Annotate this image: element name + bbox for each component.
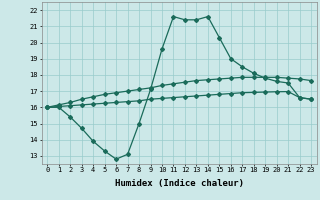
X-axis label: Humidex (Indice chaleur): Humidex (Indice chaleur) [115,179,244,188]
